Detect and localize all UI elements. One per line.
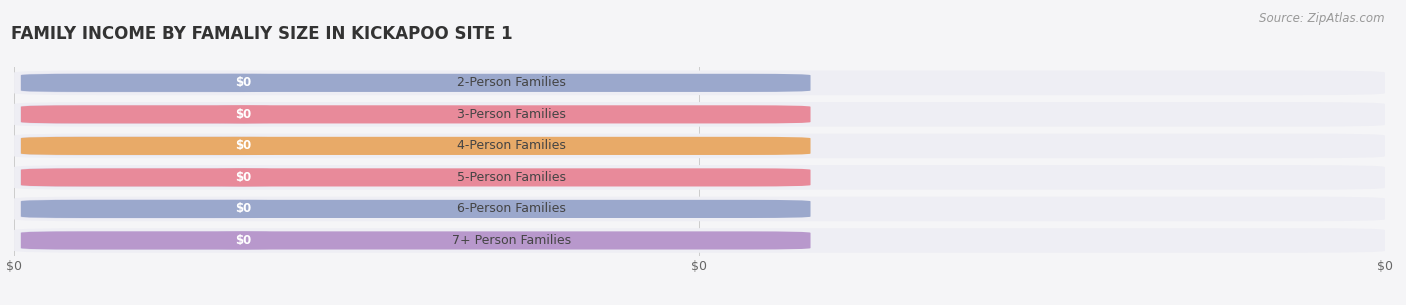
FancyBboxPatch shape (21, 200, 274, 218)
FancyBboxPatch shape (21, 168, 810, 186)
FancyBboxPatch shape (21, 168, 274, 186)
FancyBboxPatch shape (21, 231, 274, 249)
FancyBboxPatch shape (212, 137, 274, 155)
FancyBboxPatch shape (21, 137, 274, 155)
FancyBboxPatch shape (21, 74, 810, 92)
FancyBboxPatch shape (21, 200, 810, 218)
FancyBboxPatch shape (14, 197, 1385, 221)
Text: $0: $0 (236, 76, 252, 89)
FancyBboxPatch shape (21, 105, 274, 124)
Text: 3-Person Families: 3-Person Families (457, 108, 567, 121)
Text: 7+ Person Families: 7+ Person Families (453, 234, 571, 247)
Text: $0: $0 (236, 139, 252, 152)
FancyBboxPatch shape (14, 102, 1385, 127)
Text: 6-Person Families: 6-Person Families (457, 203, 567, 215)
Text: Source: ZipAtlas.com: Source: ZipAtlas.com (1260, 12, 1385, 25)
Text: FAMILY INCOME BY FAMALIY SIZE IN KICKAPOO SITE 1: FAMILY INCOME BY FAMALIY SIZE IN KICKAPO… (11, 24, 513, 42)
FancyBboxPatch shape (212, 105, 274, 124)
Text: $0: $0 (236, 203, 252, 215)
FancyBboxPatch shape (14, 134, 1385, 158)
FancyBboxPatch shape (212, 200, 274, 218)
FancyBboxPatch shape (14, 165, 1385, 190)
Text: 5-Person Families: 5-Person Families (457, 171, 567, 184)
Text: 4-Person Families: 4-Person Families (457, 139, 567, 152)
Text: $0: $0 (236, 171, 252, 184)
Text: $0: $0 (236, 108, 252, 121)
FancyBboxPatch shape (212, 168, 274, 186)
FancyBboxPatch shape (14, 228, 1385, 253)
FancyBboxPatch shape (14, 70, 1385, 95)
FancyBboxPatch shape (21, 137, 810, 155)
FancyBboxPatch shape (21, 231, 810, 249)
FancyBboxPatch shape (212, 231, 274, 249)
FancyBboxPatch shape (212, 74, 274, 92)
FancyBboxPatch shape (21, 105, 810, 124)
Text: $0: $0 (236, 234, 252, 247)
FancyBboxPatch shape (21, 74, 274, 92)
Text: 2-Person Families: 2-Person Families (457, 76, 567, 89)
